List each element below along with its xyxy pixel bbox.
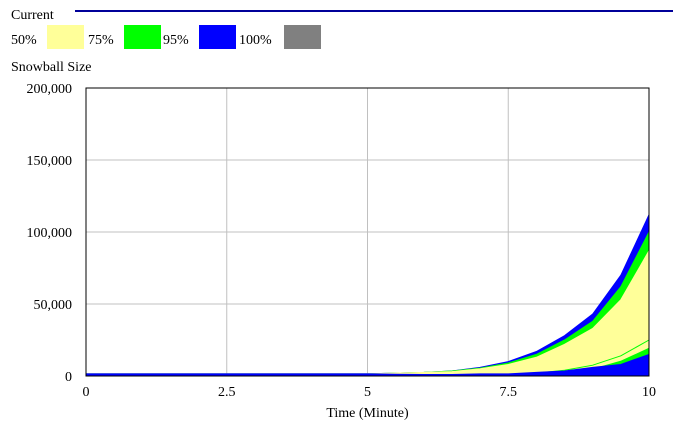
legend-label: 95% xyxy=(163,33,189,48)
y-tick-label: 100,000 xyxy=(27,226,73,241)
legend-label: 50% xyxy=(11,33,37,48)
legend-group-label: Current xyxy=(11,8,54,23)
legend-swatch xyxy=(284,25,321,49)
x-tick-label: 5 xyxy=(364,385,371,400)
x-tick-label: 7.5 xyxy=(500,385,518,400)
chart-title: Snowball Size xyxy=(11,60,92,75)
x-tick-label: 10 xyxy=(642,385,656,400)
y-tick-label: 0 xyxy=(65,370,72,385)
y-tick-label: 150,000 xyxy=(27,154,73,169)
legend-swatch xyxy=(199,25,236,49)
y-axis: 0 50,000 100,000 150,000 200,000 xyxy=(27,82,73,385)
legend: 50% 75% 95% 100% xyxy=(11,25,321,49)
x-tick-label: 2.5 xyxy=(218,385,236,400)
grid xyxy=(85,87,650,377)
legend-swatch xyxy=(124,25,161,49)
y-tick-label: 50,000 xyxy=(34,298,73,313)
x-axis-label: Time (Minute) xyxy=(326,406,409,421)
legend-label: 75% xyxy=(88,33,114,48)
legend-label: 100% xyxy=(239,33,272,48)
x-tick-label: 0 xyxy=(83,385,90,400)
x-axis: 0 2.5 5 7.5 10 xyxy=(83,385,657,400)
y-tick-label: 200,000 xyxy=(27,82,73,97)
plot-frame xyxy=(85,87,650,377)
legend-swatch xyxy=(47,25,84,49)
